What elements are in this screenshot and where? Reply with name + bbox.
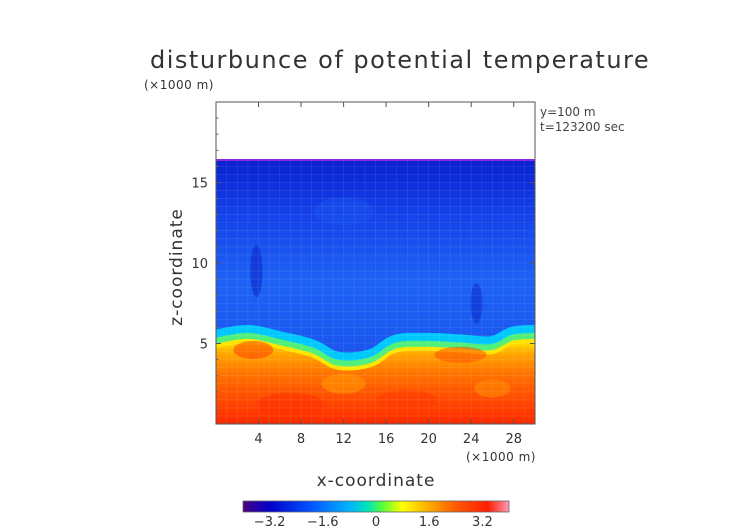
cold-plume-left xyxy=(250,245,263,298)
transition-band-green xyxy=(216,332,535,371)
warm-blob-left xyxy=(233,340,274,359)
chart-title: disturbunce of potential temperature xyxy=(150,46,651,74)
x-axis-label: x-coordinate xyxy=(317,471,436,491)
y-tick-label: 5 xyxy=(200,338,208,353)
colorbar-tick-label: −3.2 xyxy=(254,515,286,530)
y-position-annotation: y=100 m xyxy=(540,105,596,119)
cool-blob-right xyxy=(474,379,511,398)
colorbar xyxy=(242,500,510,513)
y-axis: 5 10 15 xyxy=(191,117,535,409)
x-tick-label: 20 xyxy=(420,432,437,447)
y-tick-label: 10 xyxy=(191,257,208,272)
upper-blob-mid xyxy=(313,197,374,226)
z-unit-label: (×1000 m) xyxy=(144,78,214,92)
x-axis: 4 8 12 16 20 24 28 xyxy=(226,102,525,447)
colorbar-tick-label: 1.6 xyxy=(419,515,440,530)
warm-blob-bottom-left xyxy=(256,392,325,417)
colorbar-tick-label: −1.6 xyxy=(307,515,339,530)
transition-band-yellow xyxy=(216,338,535,373)
y-axis-label: z-coordinate xyxy=(167,208,187,326)
y-tick-label: 15 xyxy=(191,177,208,192)
grid-lines xyxy=(216,159,535,424)
x-unit-label: (×1000 m) xyxy=(466,450,536,464)
heatmap-field xyxy=(216,158,535,424)
x-tick-label: 28 xyxy=(505,432,522,447)
x-tick-label: 4 xyxy=(254,432,262,447)
colorbar-tick-label: 0 xyxy=(372,515,380,530)
upper-negative-region xyxy=(216,159,535,362)
x-tick-label: 12 xyxy=(335,432,352,447)
x-tick-label: 16 xyxy=(378,432,395,447)
cool-blob-center xyxy=(321,373,366,394)
anomaly-blobs xyxy=(233,197,511,417)
colorbar-tick-label: 3.2 xyxy=(472,515,493,530)
x-tick-label: 8 xyxy=(297,432,305,447)
time-annotation: t=123200 sec xyxy=(540,120,625,134)
warm-blob-right xyxy=(434,346,487,363)
colorbar-ticks: −3.2 −1.6 0 1.6 3.2 xyxy=(254,515,493,530)
x-tick-label: 24 xyxy=(463,432,480,447)
cold-plume-right xyxy=(470,283,483,324)
warm-blob-bottom-mid xyxy=(377,389,438,410)
